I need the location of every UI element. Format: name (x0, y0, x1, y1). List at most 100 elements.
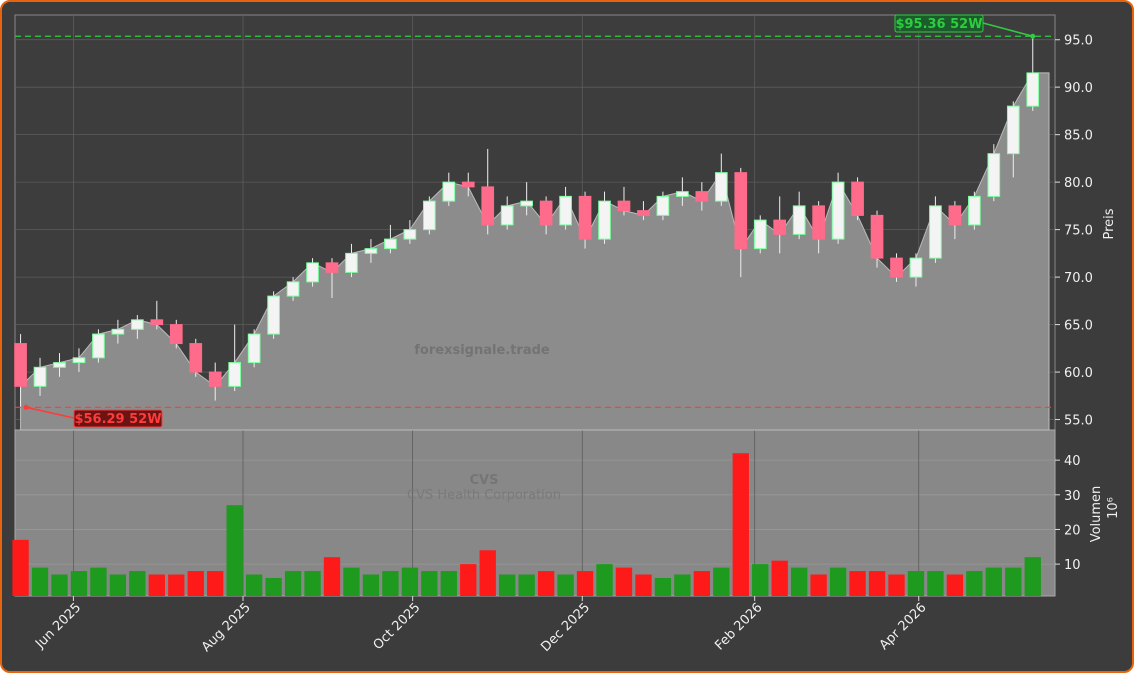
x-tick-label: Oct 2025 (371, 600, 424, 653)
candle-body (695, 191, 709, 202)
candle-body (306, 262, 319, 283)
volume-bar (343, 567, 360, 596)
volume-bar (966, 571, 983, 596)
candle-body (773, 219, 787, 235)
x-tick-label: Aug 2025 (199, 600, 254, 655)
volume-bar (557, 574, 574, 596)
candle-body (403, 229, 417, 240)
candle-body (637, 210, 650, 216)
volume-bar (90, 567, 107, 596)
y-tick-label: 70.0 (1064, 271, 1093, 286)
annotation-arrow (25, 406, 75, 419)
volume-panel (14, 429, 1056, 597)
volume-bar (148, 574, 165, 596)
candle-body (617, 200, 631, 212)
volume-bar (401, 567, 419, 596)
candle-body (364, 248, 378, 254)
volume-bar (790, 567, 808, 596)
candle-body (520, 200, 533, 207)
volume-bar (304, 571, 321, 596)
volume-bar (654, 577, 672, 596)
candle-body (559, 195, 572, 226)
volume-bar (771, 560, 788, 596)
y-tick-label: 60.0 (1064, 366, 1093, 381)
candle-body (228, 362, 242, 387)
y-tick-label: 90.0 (1064, 81, 1093, 96)
volume-bar (499, 574, 516, 596)
candle-body (131, 319, 144, 330)
y-tick-label: 80.0 (1064, 176, 1093, 191)
volume-bar (1024, 557, 1041, 596)
candle-body (812, 205, 825, 240)
company-watermark: CVS Health Corporation (407, 488, 561, 503)
y-tick-label: 75.0 (1064, 224, 1093, 239)
candle-body (890, 257, 903, 278)
symbol-watermark: CVS (470, 473, 499, 488)
candle-body (929, 205, 942, 259)
candle-body (384, 238, 397, 250)
volume-bar (207, 571, 224, 596)
candle-body (870, 214, 884, 259)
volume-bar (129, 571, 146, 596)
annotation-label: $95.36 52W (895, 17, 982, 32)
candle-body (92, 333, 105, 359)
candle-body (539, 200, 553, 226)
x-tick-label: Jun 2025 (32, 600, 84, 652)
candle-body (909, 257, 923, 278)
volume-bar (888, 574, 905, 596)
volume-bar (537, 571, 555, 596)
candle-body (14, 343, 27, 387)
volume-bar (615, 567, 633, 596)
candle-body (1006, 105, 1020, 155)
y-tick-label: 30 (1064, 489, 1081, 504)
annotation-point (23, 404, 29, 410)
volume-bar (362, 574, 380, 596)
annotation-box (73, 409, 163, 428)
y-tick-label: 85.0 (1064, 129, 1093, 144)
volume-bar (518, 574, 535, 596)
volume-bar (713, 567, 730, 596)
candle-body (345, 252, 358, 273)
watermark: forexsignale.trade (414, 343, 550, 358)
candle-body (987, 153, 1001, 197)
volume-bar (226, 505, 243, 596)
volume-bar (323, 557, 341, 596)
candle-body (676, 191, 689, 197)
volume-bar (51, 574, 68, 596)
volume-bar (265, 577, 282, 596)
volume-bar (868, 571, 886, 596)
y-tick-label: 10 (1064, 558, 1081, 573)
y-axis-label: Preis (1102, 208, 1117, 239)
candle-body (831, 181, 845, 240)
annotation-box (894, 14, 984, 33)
candle-body (500, 205, 514, 226)
volume-bar (31, 567, 49, 596)
volume-bar (460, 564, 477, 596)
candle-body (53, 362, 66, 368)
volume-bar (693, 571, 711, 596)
volume-bar (829, 567, 847, 596)
volume-bar (927, 571, 944, 596)
candle-body (189, 343, 203, 373)
candle-body (111, 328, 125, 335)
volume-bar (635, 574, 652, 596)
volume-bar (12, 539, 29, 596)
candle-body (578, 195, 592, 240)
candle-body (714, 172, 728, 202)
volume-bar (674, 574, 691, 596)
y-tick-label: 20 (1064, 523, 1081, 538)
volume-bar (985, 567, 1002, 596)
volume-bar (907, 571, 925, 596)
volume-bar (810, 574, 827, 596)
annotation-point (1030, 33, 1036, 39)
candle-body (72, 357, 86, 364)
volume-bar (596, 564, 613, 596)
annotation-label: $56.29 52W (74, 412, 161, 427)
y-axis-unit: 10⁶ (1106, 497, 1121, 519)
y-tick-label: 95.0 (1064, 34, 1093, 49)
candle-body (325, 262, 339, 273)
y-tick-label: 65.0 (1064, 319, 1093, 334)
candle-body (208, 371, 222, 387)
